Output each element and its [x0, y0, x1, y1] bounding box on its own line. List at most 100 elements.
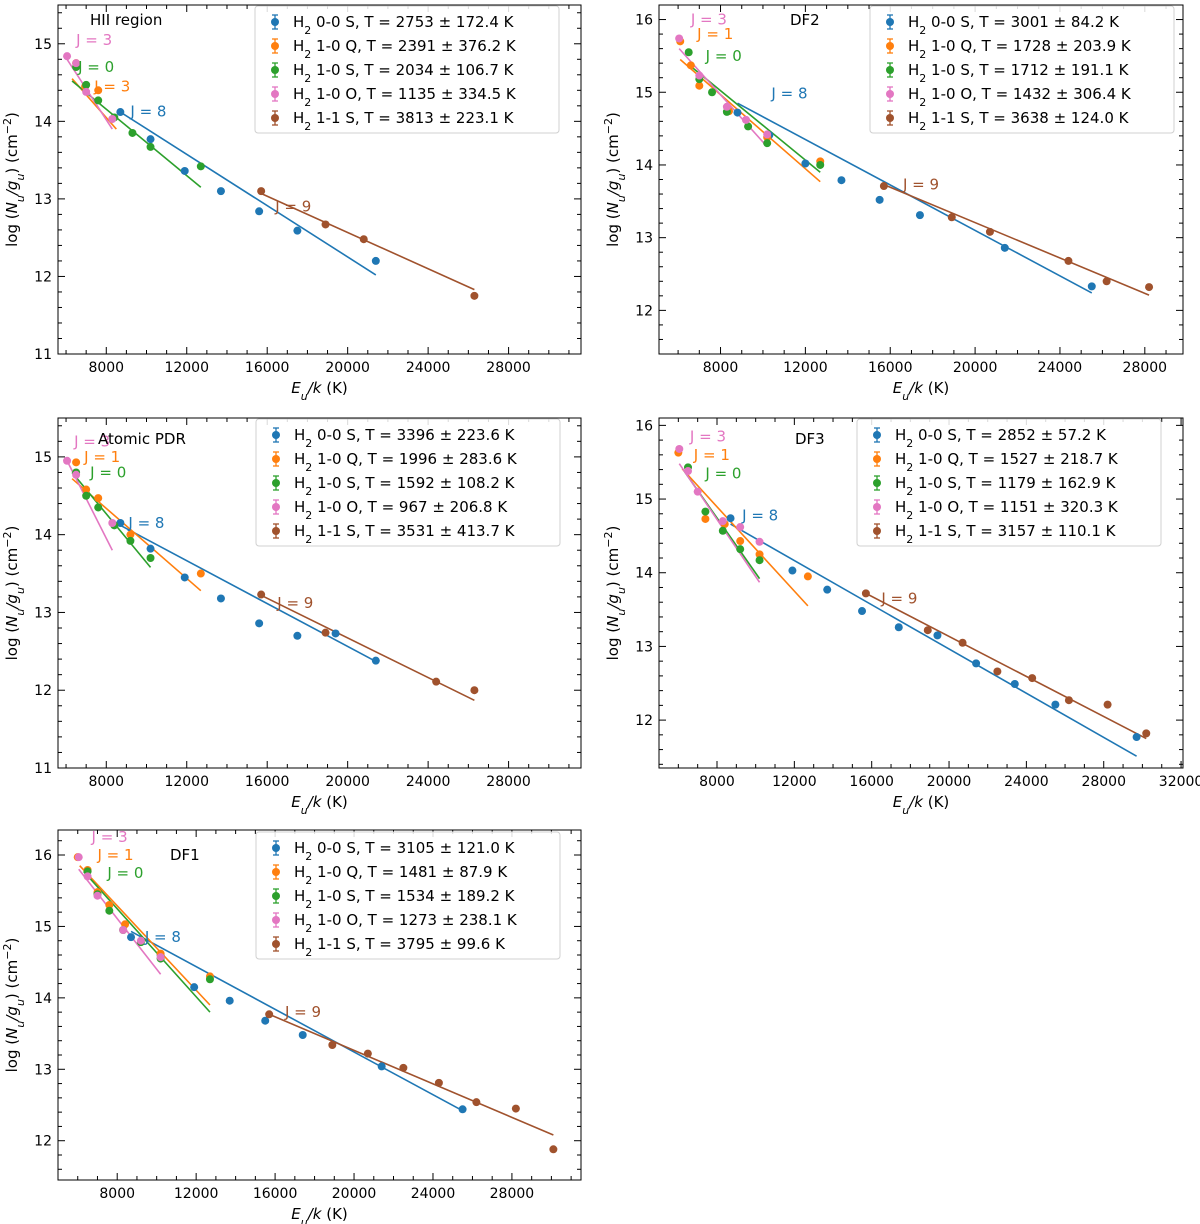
j-annotation: J = 9 — [880, 590, 917, 608]
x-axis-label: Eu/k (K) — [893, 379, 950, 403]
legend-marker — [271, 66, 279, 74]
legend-marker — [873, 455, 881, 463]
legend-label: H2 0-0 S, T = 3105 ± 121.0 K — [294, 839, 516, 863]
panel-title: Atomic PDR — [98, 430, 186, 448]
data-point-h2-1-0-q — [755, 550, 764, 559]
j-annotation: J = 3 — [689, 427, 726, 445]
legend-marker — [873, 527, 881, 535]
x-tick-label: 32000 — [1159, 774, 1200, 790]
x-tick-label: 20000 — [332, 1186, 377, 1202]
data-point-h2-1-0-o — [119, 926, 128, 934]
data-point-h2-1-0-s — [94, 96, 103, 105]
j-annotation: J = 3 — [91, 828, 128, 846]
data-point-h2-1-1-s — [993, 667, 1002, 676]
x-axis-label: Eu/k (K) — [291, 1205, 348, 1224]
j-annotation: J = 9 — [274, 198, 311, 216]
data-point-h2-0-0-s — [823, 585, 832, 594]
chart-panel-df3: 8000 12000 16000 20000 24000 28000 32000 12 13 14… — [602, 417, 1200, 817]
data-point-h2-1-0-q — [94, 494, 103, 503]
y-tick-label: 15 — [635, 85, 653, 101]
j-annotation: J = 1 — [696, 25, 733, 43]
fit-line-h2-1-0-o — [78, 868, 162, 975]
legend-marker — [272, 527, 280, 535]
x-tick-label: 8000 — [99, 1186, 135, 1202]
data-point-h2-1-0-o — [695, 71, 704, 80]
data-point-h2-0-0-s — [875, 195, 884, 204]
data-point-h2-1-1-s — [399, 1063, 408, 1072]
x-tick-label: 12000 — [783, 360, 828, 376]
legend-label: H2 1-0 Q, T = 1728 ± 203.9 K — [908, 37, 1132, 61]
data-point-h2-1-0-s — [196, 162, 205, 171]
fit-line-h2-0-0-s — [730, 523, 1137, 757]
panel-title: DF2 — [790, 11, 820, 29]
x-tick-label: 28000 — [490, 1186, 535, 1202]
data-point-h2-1-0-o — [93, 891, 102, 900]
data-point-h2-0-0-s — [180, 166, 189, 175]
fit-line-h2-1-1-s — [865, 592, 1147, 740]
j-annotation: J = 1 — [693, 446, 730, 464]
data-point-h2-1-0-s — [708, 88, 717, 97]
legend-label: H2 1-1 S, T = 3813 ± 223.1 K — [293, 109, 515, 133]
legend-label: H2 1-0 S, T = 1534 ± 189.2 K — [294, 887, 516, 911]
y-tick-label: 13 — [34, 605, 52, 621]
legend-marker — [873, 431, 881, 439]
data-point-h2-1-1-s — [265, 1010, 274, 1019]
legend-marker — [886, 90, 894, 98]
legend-marker — [272, 455, 280, 463]
j-annotation: J = 8 — [129, 102, 166, 120]
y-axis-label: log (Nu/gu) (cm−2) — [1, 938, 27, 1073]
x-tick-label: 8000 — [88, 774, 124, 790]
data-point-h2-0-0-s — [837, 176, 846, 185]
legend-label: H2 0-0 S, T = 3396 ± 223.6 K — [294, 426, 516, 450]
data-point-h2-0-0-s — [116, 108, 125, 117]
fit-line-h2-0-0-s — [119, 111, 377, 276]
data-point-h2-1-0-s — [146, 142, 155, 151]
x-tick-label: 12000 — [164, 360, 209, 376]
plot-frame — [57, 4, 582, 355]
panel-title: HII region — [90, 11, 162, 29]
data-point-h2-1-0-s — [82, 491, 91, 500]
data-layer — [674, 444, 1151, 757]
data-point-h2-0-0-s — [1132, 733, 1141, 742]
data-point-h2-1-1-s — [879, 182, 888, 191]
fit-line-h2-1-0-q — [681, 468, 809, 607]
legend-marker — [271, 114, 279, 122]
j-annotation: J = 1 — [96, 846, 133, 864]
y-tick-label: 11 — [34, 347, 52, 363]
data-point-h2-1-0-o — [72, 470, 81, 479]
x-tick-label: 16000 — [245, 360, 290, 376]
y-tick-label: 14 — [635, 566, 653, 582]
y-tick-label: 12 — [635, 303, 653, 319]
fit-line-h2-1-0-s — [83, 870, 211, 1013]
x-tick-label: 8000 — [88, 360, 124, 376]
legend-marker — [271, 42, 279, 50]
data-point-h2-0-0-s — [216, 594, 225, 603]
data-point-h2-1-0-s — [205, 975, 214, 984]
y-tick-label: 12 — [34, 269, 52, 285]
data-point-h2-1-0-q — [736, 537, 745, 546]
x-tick-label: 20000 — [927, 774, 972, 790]
data-point-h2-0-0-s — [255, 619, 264, 628]
j-annotation: J = 1 — [83, 448, 120, 466]
x-tick-label: 20000 — [953, 360, 998, 376]
data-point-h2-1-0-q — [72, 458, 81, 467]
chart-panel-hii-region: 8000 12000 16000 20000 24000 28000 11 12 13 14 15 E… — [1, 4, 582, 403]
y-tick-label: 12 — [34, 1134, 52, 1150]
legend-label: H2 1-0 O, T = 1273 ± 238.1 K — [294, 911, 518, 935]
data-point-h2-1-0-q — [196, 569, 205, 578]
data-point-h2-0-0-s — [1000, 243, 1009, 252]
legend-label: H2 1-1 S, T = 3638 ± 124.0 K — [908, 109, 1130, 133]
legend-box — [869, 5, 1175, 134]
data-point-h2-0-0-s — [1051, 700, 1060, 709]
data-point-h2-0-0-s — [146, 544, 155, 553]
j-annotation: J = 0 — [704, 464, 741, 482]
j-annotation: J = 0 — [77, 58, 114, 76]
data-point-h2-0-0-s — [915, 211, 924, 220]
y-tick-label: 15 — [635, 492, 653, 508]
x-tick-label: 28000 — [486, 360, 531, 376]
data-point-h2-0-0-s — [331, 629, 340, 638]
data-point-h2-1-1-s — [958, 638, 967, 647]
legend-label: H2 1-0 S, T = 1592 ± 108.2 K — [294, 474, 516, 498]
data-point-h2-1-0-s — [105, 906, 114, 915]
